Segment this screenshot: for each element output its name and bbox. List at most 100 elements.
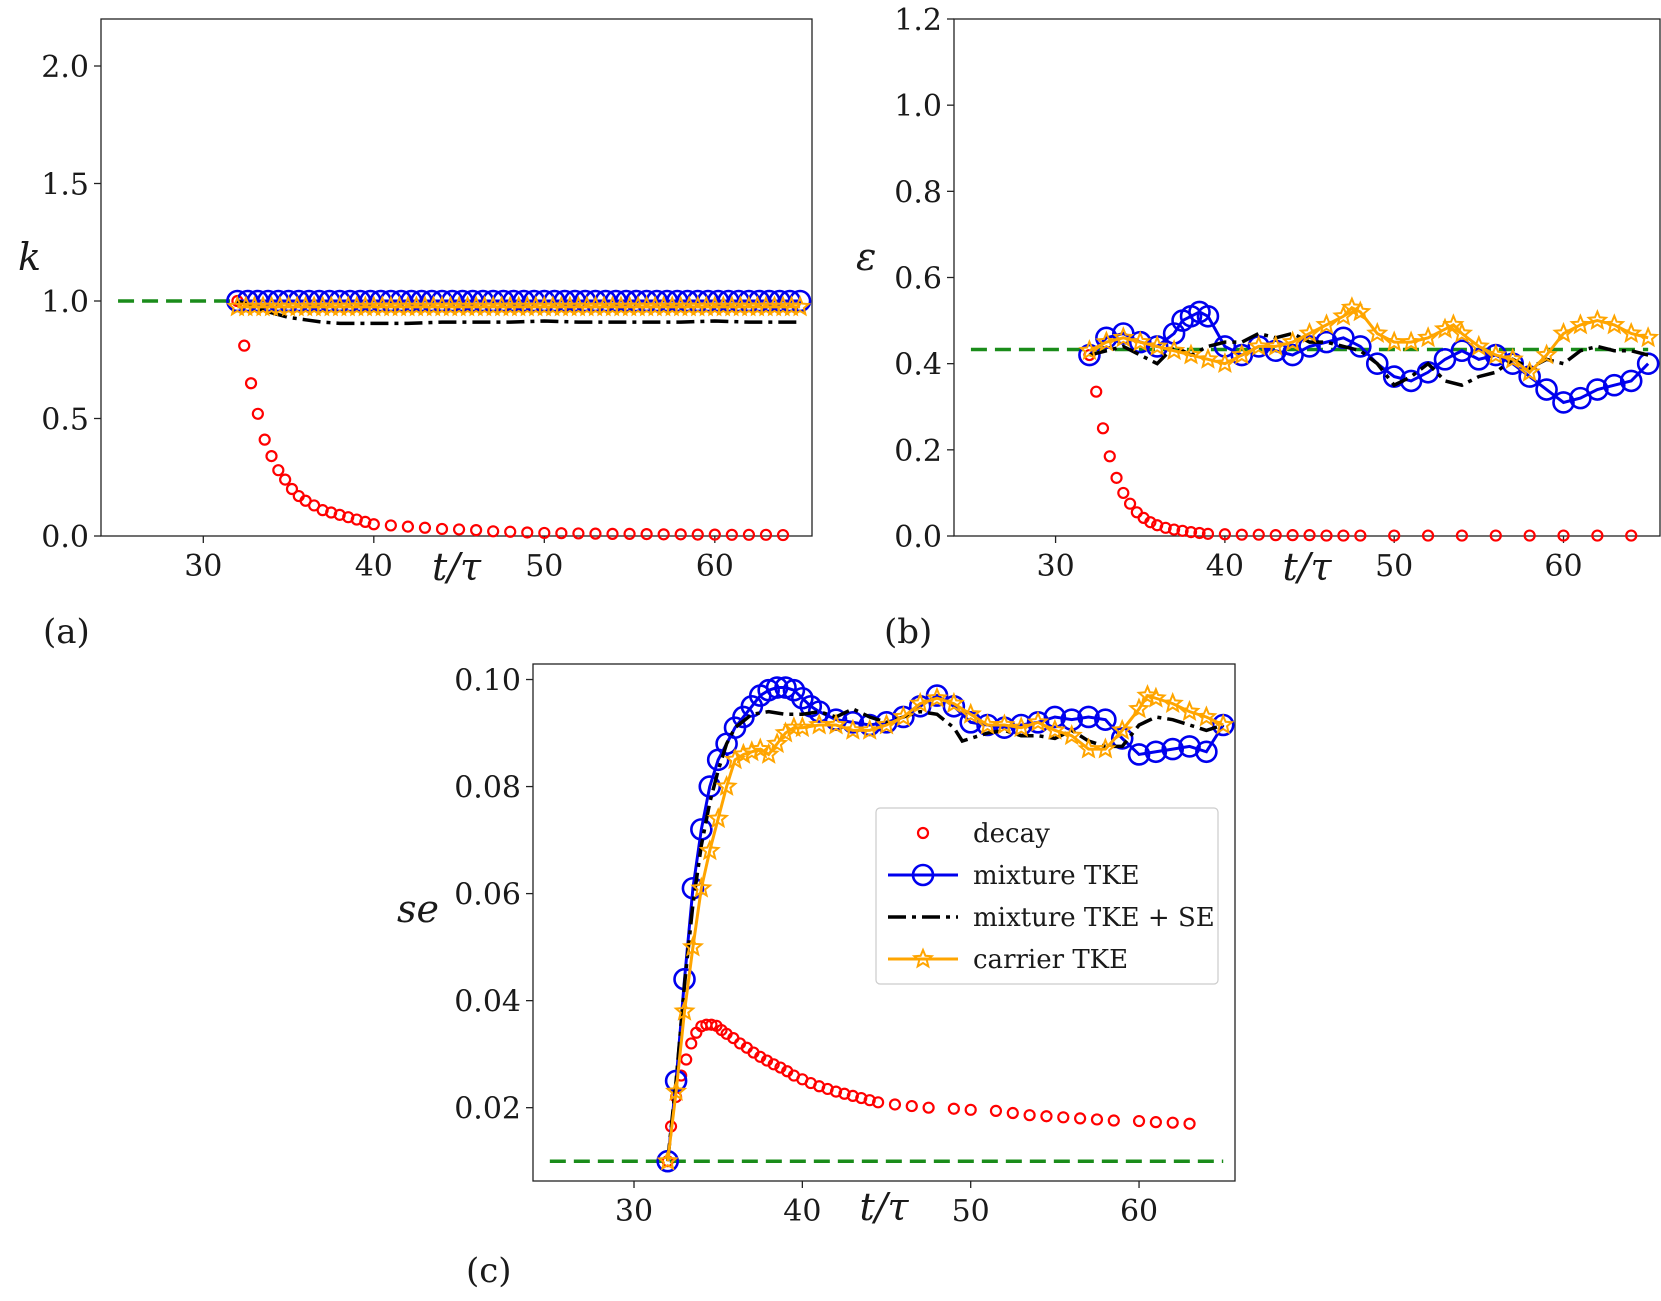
decay-point xyxy=(1006,1106,1019,1120)
decay-point xyxy=(1354,529,1367,542)
decay-point xyxy=(1201,527,1215,540)
panel-label-a: (a) xyxy=(43,612,90,652)
decay-point xyxy=(258,433,271,446)
decay-point xyxy=(1184,526,1198,539)
carrier-tke-point xyxy=(1078,339,1101,361)
mixture-tke-point xyxy=(1264,339,1287,363)
mixture-tke-point xyxy=(1127,743,1151,766)
decay-point xyxy=(1149,1116,1162,1129)
carrier-tke-point xyxy=(959,702,982,724)
carrier-tke-point xyxy=(673,999,696,1021)
decay-point xyxy=(872,1096,885,1109)
mixture-tke-point xyxy=(1535,378,1558,401)
x-tick-label: 30 xyxy=(184,549,222,584)
mixture-tke-point xyxy=(1178,735,1201,758)
decay-point xyxy=(1166,1116,1179,1129)
decay-point xyxy=(435,522,449,536)
mixture-tke-point xyxy=(875,711,898,734)
y-axis-label: ε xyxy=(856,235,876,279)
x-tick-label: 40 xyxy=(783,1194,821,1229)
mixture-tke-point xyxy=(791,686,814,710)
carrier-tke-point xyxy=(1094,737,1117,759)
mixture-tke-point xyxy=(782,678,806,702)
decay-point xyxy=(589,527,602,540)
y-tick-label: 0.8 xyxy=(894,175,942,210)
y-axis-label: k xyxy=(18,235,41,279)
decay-point xyxy=(705,1018,718,1031)
decay-point xyxy=(572,527,585,540)
decay-point xyxy=(1269,529,1282,542)
decay-point xyxy=(452,523,466,536)
mixture-tke-point xyxy=(1161,737,1185,761)
carrier-tke-point xyxy=(1043,718,1066,740)
carrier-tke-point xyxy=(892,705,915,727)
legend-label-carrier-tke: carrier TKE xyxy=(973,945,1128,975)
x-tick-label: 30 xyxy=(615,1194,653,1229)
decay-point xyxy=(470,524,483,537)
decay-point xyxy=(1320,529,1333,542)
carrier-tke-point xyxy=(1213,352,1236,374)
carrier-tke-point xyxy=(1400,330,1423,352)
mixture-tke-point xyxy=(1094,708,1117,731)
carrier-tke-point xyxy=(1060,724,1083,746)
decay-point xyxy=(1286,529,1299,542)
decay-point xyxy=(1303,529,1316,542)
carrier-tke-point xyxy=(875,713,898,735)
mixture-tke-point xyxy=(1586,378,1609,401)
carrier-tke-point xyxy=(1027,710,1050,732)
carrier-tke-point xyxy=(723,748,747,770)
carrier-tke-point xyxy=(732,742,755,764)
carrier-tke-point xyxy=(1111,718,1134,740)
decay-point xyxy=(855,1091,868,1105)
decay-point xyxy=(1523,529,1536,542)
carrier-tke-point xyxy=(1603,313,1626,335)
decay-point xyxy=(487,525,500,538)
decay-point xyxy=(680,1053,693,1066)
decay-point xyxy=(742,528,756,541)
decay-point xyxy=(1090,385,1103,398)
decay-point xyxy=(1107,1114,1120,1127)
decay-point xyxy=(538,526,551,540)
carrier-tke-point xyxy=(1112,326,1135,348)
plot-frame xyxy=(953,18,1661,537)
carrier-tke-point xyxy=(1162,339,1186,361)
decay-point xyxy=(1074,1112,1087,1125)
decay-point xyxy=(888,1098,902,1111)
x-axis-label: t/τ xyxy=(432,545,482,589)
y-tick-label: 0.10 xyxy=(454,664,521,699)
carrier-tke-point xyxy=(1366,321,1389,343)
plot-frame xyxy=(532,663,1236,1182)
decay-point xyxy=(265,450,278,463)
carrier-tke-point xyxy=(1535,343,1558,365)
plot-marks xyxy=(970,296,1660,542)
plot-marks xyxy=(118,289,812,542)
decay-point xyxy=(657,528,670,541)
carrier-tke-point xyxy=(715,774,738,796)
decay-point xyxy=(244,377,258,390)
y-tick-label: 0.5 xyxy=(41,403,89,438)
decay-point xyxy=(1123,497,1137,510)
decay-point xyxy=(238,339,251,352)
y-tick-label: 0.0 xyxy=(894,520,942,555)
decay-point xyxy=(1040,1110,1053,1123)
legend-swatch-carrier-tke-marker xyxy=(911,947,935,969)
decay-point xyxy=(1117,486,1130,500)
decay-point xyxy=(708,528,721,541)
carrier-tke-point xyxy=(976,713,999,735)
x-tick-label: 60 xyxy=(696,549,734,584)
carrier-tke-point xyxy=(1247,334,1270,356)
carrier-tke-point xyxy=(824,713,848,735)
carrier-tke-point xyxy=(926,686,949,708)
decay-point xyxy=(285,482,299,496)
mixture-tke-point xyxy=(1077,705,1100,729)
carrier-tke-point xyxy=(681,935,705,957)
y-tick-label: 1.5 xyxy=(41,168,89,203)
decay-point xyxy=(401,520,415,533)
carrier-tke-point xyxy=(1298,321,1321,343)
carrier-tke-point xyxy=(841,718,864,740)
carrier-tke-point xyxy=(1349,300,1372,322)
decay-point xyxy=(1103,450,1116,463)
mixture-tke-point xyxy=(1078,343,1101,367)
decay-point xyxy=(674,528,687,541)
carrier-tke-point xyxy=(1586,308,1609,331)
